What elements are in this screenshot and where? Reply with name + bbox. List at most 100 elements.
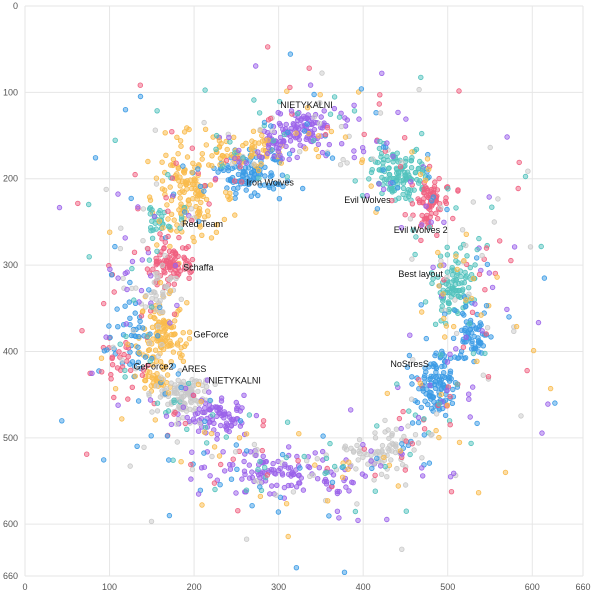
data-point (495, 196, 501, 202)
data-point (229, 165, 236, 172)
data-point (148, 518, 155, 525)
data-point (350, 480, 356, 486)
data-point (208, 235, 215, 241)
data-point (201, 464, 208, 470)
data-point (211, 480, 218, 486)
data-point (122, 374, 128, 380)
data-point (414, 399, 421, 406)
data-point (176, 234, 182, 241)
y-tick-label: 300 (3, 260, 18, 270)
data-point (174, 342, 181, 348)
data-point (445, 282, 452, 288)
data-point (463, 334, 469, 340)
data-point (326, 141, 332, 148)
data-point (144, 362, 151, 369)
data-point (372, 435, 379, 441)
data-point (463, 275, 469, 281)
data-point (518, 413, 524, 419)
data-point (410, 212, 416, 218)
data-point (195, 388, 201, 395)
data-point (253, 478, 259, 484)
data-point (275, 467, 282, 474)
data-point (152, 417, 158, 423)
data-point (190, 234, 196, 241)
data-point (154, 333, 161, 339)
data-point (157, 207, 163, 214)
data-point (403, 508, 409, 514)
data-point (374, 206, 381, 212)
data-point (372, 472, 378, 478)
data-point (115, 275, 121, 281)
data-point (192, 190, 199, 197)
data-point (369, 166, 375, 173)
data-point (438, 258, 444, 264)
data-point (123, 321, 129, 327)
data-point (261, 182, 268, 188)
data-point (447, 422, 453, 428)
data-point (445, 300, 452, 306)
data-point (476, 323, 483, 330)
data-point (213, 229, 220, 235)
data-point (256, 153, 263, 160)
data-point (106, 229, 113, 235)
data-point (376, 181, 382, 187)
data-point (175, 308, 181, 314)
data-point (476, 235, 482, 242)
data-point (243, 431, 250, 437)
x-tick-label: 600 (525, 582, 540, 592)
data-point (420, 388, 426, 394)
data-point (435, 249, 441, 256)
data-point (256, 110, 263, 116)
data-point (384, 516, 390, 523)
data-point (144, 333, 151, 340)
data-point (321, 108, 327, 114)
data-point (399, 546, 405, 552)
data-point (456, 439, 463, 446)
data-point (198, 199, 204, 206)
data-point (207, 182, 214, 188)
data-point (464, 253, 470, 259)
data-point (100, 457, 107, 463)
data-point (315, 153, 322, 160)
data-point (122, 270, 128, 277)
data-point (442, 334, 448, 340)
data-point (207, 397, 213, 404)
data-point (374, 455, 380, 462)
data-point (142, 385, 148, 391)
data-point (483, 245, 490, 251)
data-point (157, 304, 163, 311)
data-point (160, 291, 166, 298)
data-point (444, 274, 450, 280)
data-point (323, 481, 330, 487)
data-point (153, 175, 160, 181)
data-point (188, 185, 195, 192)
data-point (470, 275, 477, 282)
data-point (390, 159, 396, 165)
data-point (223, 425, 230, 431)
data-point (426, 174, 432, 180)
data-point (92, 155, 99, 161)
data-point (201, 450, 207, 456)
data-point (190, 392, 197, 399)
data-point (361, 131, 367, 138)
data-point (171, 311, 178, 317)
cluster-label: GeForce (193, 330, 228, 340)
data-point (374, 423, 380, 429)
data-point (151, 279, 157, 285)
data-point (83, 451, 90, 457)
data-point (386, 435, 392, 442)
data-point (474, 246, 480, 253)
data-point (435, 215, 441, 222)
data-point (211, 420, 217, 426)
data-point (439, 363, 445, 370)
data-point (409, 381, 415, 387)
data-point (463, 242, 469, 249)
data-point (408, 164, 415, 171)
data-point (174, 302, 180, 309)
data-point (246, 475, 253, 481)
data-point (452, 287, 458, 293)
data-point (150, 362, 156, 368)
data-point (384, 474, 390, 480)
data-point (213, 132, 220, 139)
